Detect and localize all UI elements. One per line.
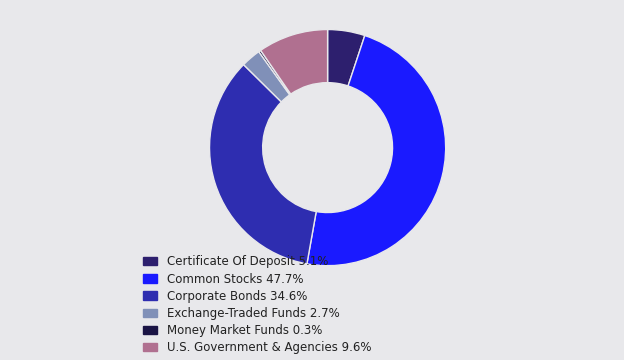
Wedge shape xyxy=(243,51,290,102)
Wedge shape xyxy=(307,36,446,266)
Wedge shape xyxy=(210,65,316,264)
Legend: Certificate Of Deposit 5.1%, Common Stocks 47.7%, Corporate Bonds 34.6%, Exchang: Certificate Of Deposit 5.1%, Common Stoc… xyxy=(143,256,371,354)
Wedge shape xyxy=(261,30,328,94)
Wedge shape xyxy=(259,50,291,95)
Wedge shape xyxy=(328,30,365,86)
